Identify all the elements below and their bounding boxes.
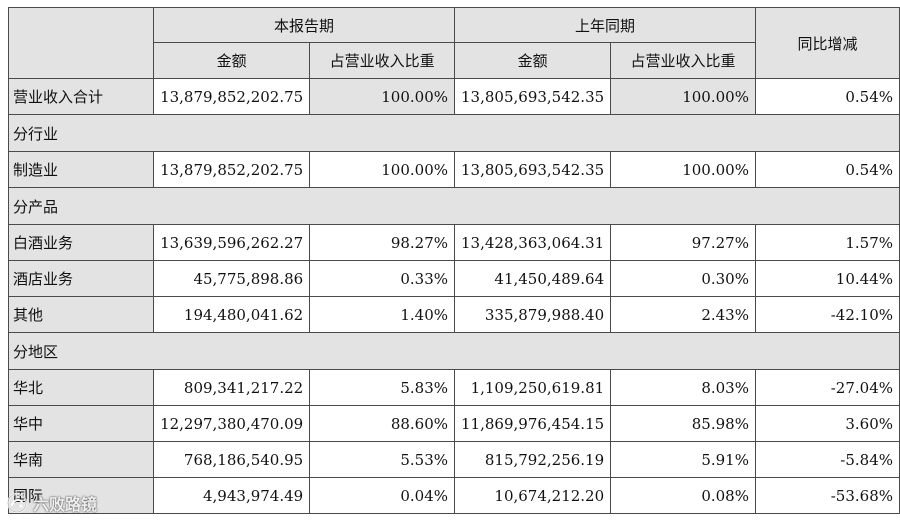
yoy-cell: -5.84% — [754, 441, 900, 478]
yoy-cell: 1.57% — [754, 224, 900, 261]
header-row-2: 金额 占营业收入比重 金额 占营业收入比重 — [9, 42, 900, 79]
cur-share-cell: 1.40% — [309, 296, 456, 333]
row-label: 其他 — [7, 296, 155, 333]
section-header-region: 分地区 — [8, 332, 900, 370]
section-title: 分产品 — [8, 187, 900, 225]
cur-share-cell: 5.83% — [309, 369, 456, 406]
prev-share-cell: 2.43% — [610, 296, 756, 333]
prev-share-cell: 97.27% — [610, 224, 756, 261]
row-label: 制造业 — [7, 151, 155, 188]
yoy-cell: 0.54% — [754, 78, 900, 115]
section-title: 分行业 — [8, 114, 900, 152]
row-label: 华北 — [7, 369, 155, 406]
prev-share-cell: 100.00% — [610, 78, 756, 115]
row-label: 国际 — [7, 477, 155, 514]
prev-amount-cell: 13,805,693,542.35 — [454, 151, 612, 188]
cur-share-cell: 98.27% — [309, 224, 456, 261]
prev-share-cell: 0.30% — [610, 260, 756, 297]
prev-amount-cell: 1,109,250,619.81 — [454, 369, 612, 406]
cur-amount-cell: 13,879,852,202.75 — [153, 151, 311, 188]
table-row: 华北 809,341,217.22 5.83% 1,109,250,619.81… — [7, 369, 900, 406]
yoy-cell: 3.60% — [754, 405, 900, 442]
table-row: 华中 12,297,380,470.09 88.60% 11,869,976,4… — [7, 405, 900, 442]
cur-share-cell: 100.00% — [309, 151, 456, 188]
revenue-table: 本报告期 上年同期 同比增减 金额 占营业收入比重 金额 占营业收入比重 营业收… — [7, 7, 900, 514]
header-row-1: 本报告期 上年同期 同比增减 — [7, 7, 900, 79]
prev-amount-cell: 41,450,489.64 — [454, 260, 612, 297]
prev-share-cell: 8.03% — [610, 369, 756, 406]
prev-amount-cell: 10,674,212.20 — [454, 477, 612, 514]
yoy-cell: 10.44% — [754, 260, 900, 297]
cur-amount-cell: 4,943,974.49 — [153, 477, 311, 514]
cur-amount-cell: 13,639,596,262.27 — [153, 224, 311, 261]
cur-share-cell: 5.53% — [309, 441, 456, 478]
row-label: 华南 — [7, 441, 155, 478]
cur-amount-cell: 809,341,217.22 — [153, 369, 311, 406]
yoy-cell: -53.68% — [754, 477, 900, 514]
prev-amount-cell: 815,792,256.19 — [454, 441, 612, 478]
table-row: 白酒业务 13,639,596,262.27 98.27% 13,428,363… — [7, 224, 900, 261]
cur-amount-cell: 768,186,540.95 — [153, 441, 311, 478]
row-label: 华中 — [7, 405, 155, 442]
cur-amount-cell: 12,297,380,470.09 — [153, 405, 311, 442]
cur-amount-cell: 45,775,898.86 — [153, 260, 311, 297]
row-label: 酒店业务 — [7, 260, 155, 297]
header-yoy-change: 同比增减 — [754, 7, 900, 79]
table-row: 国际 4,943,974.49 0.04% 10,674,212.20 0.08… — [7, 477, 900, 514]
cur-share-cell: 100.00% — [309, 78, 456, 115]
header-prior-period: 上年同期 — [454, 7, 756, 43]
table-row: 酒店业务 45,775,898.86 0.33% 41,450,489.64 0… — [7, 260, 900, 297]
section-header-industry: 分行业 — [8, 114, 900, 152]
yoy-cell: -42.10% — [754, 296, 900, 333]
header-cur-share: 占营业收入比重 — [309, 42, 456, 79]
prev-share-cell: 85.98% — [610, 405, 756, 442]
prev-share-cell: 0.08% — [610, 477, 756, 514]
header-blank-cell — [7, 7, 155, 79]
yoy-cell: 0.54% — [754, 151, 900, 188]
cur-share-cell: 88.60% — [309, 405, 456, 442]
prev-amount-cell: 335,879,988.40 — [454, 296, 612, 333]
row-label: 白酒业务 — [7, 224, 155, 261]
header-current-period: 本报告期 — [153, 7, 456, 43]
header-cur-amount: 金额 — [153, 42, 311, 79]
cur-share-cell: 0.33% — [309, 260, 456, 297]
header-prev-amount: 金额 — [454, 42, 612, 79]
section-title: 分地区 — [8, 332, 900, 370]
section-header-product: 分产品 — [8, 187, 900, 225]
cur-amount-cell: 194,480,041.62 — [153, 296, 311, 333]
total-row: 营业收入合计 13,879,852,202.75 100.00% 13,805,… — [7, 78, 900, 115]
table-row: 制造业 13,879,852,202.75 100.00% 13,805,693… — [7, 151, 900, 188]
prev-amount-cell: 11,869,976,454.15 — [454, 405, 612, 442]
prev-share-cell: 100.00% — [610, 151, 756, 188]
table-row: 其他 194,480,041.62 1.40% 335,879,988.40 2… — [7, 296, 900, 333]
cur-share-cell: 0.04% — [309, 477, 456, 514]
yoy-cell: -27.04% — [754, 369, 900, 406]
header-prev-share: 占营业收入比重 — [610, 42, 756, 79]
prev-amount-cell: 13,805,693,542.35 — [454, 78, 612, 115]
table-row: 华南 768,186,540.95 5.53% 815,792,256.19 5… — [7, 441, 900, 478]
prev-amount-cell: 13,428,363,064.31 — [454, 224, 612, 261]
cur-amount-cell: 13,879,852,202.75 — [153, 78, 311, 115]
prev-share-cell: 5.91% — [610, 441, 756, 478]
row-label: 营业收入合计 — [7, 78, 155, 115]
